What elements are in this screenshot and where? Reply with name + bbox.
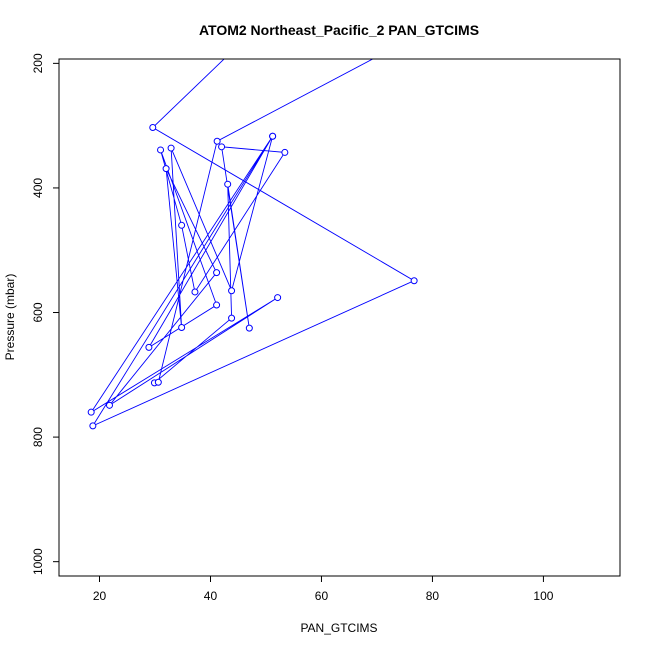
data-point <box>218 143 226 151</box>
data-point <box>87 408 95 416</box>
data-point <box>410 277 418 285</box>
data-point <box>213 269 221 277</box>
data-point <box>89 422 97 430</box>
data-point <box>274 294 282 302</box>
data-point <box>154 378 162 386</box>
plot-frame <box>58 58 621 577</box>
data-point <box>228 287 236 295</box>
data-point <box>145 343 153 351</box>
data-point <box>191 288 199 296</box>
data-point <box>178 221 186 229</box>
x-axis-label: PAN_GTCIMS <box>300 621 377 635</box>
x-tick-label: 20 <box>93 589 107 603</box>
data-point <box>167 144 175 152</box>
series-line <box>90 59 416 427</box>
y-tick-label: 800 <box>31 427 45 447</box>
data-point <box>105 401 113 409</box>
data-point <box>149 124 157 132</box>
data-point <box>178 323 186 331</box>
y-axis: 200 400 600 800 1000 <box>31 53 60 575</box>
data-point <box>213 137 221 145</box>
data-point <box>162 165 170 173</box>
x-tick-label: 60 <box>315 589 329 603</box>
data-point <box>228 314 236 322</box>
y-tick-label: 1000 <box>31 548 45 575</box>
y-tick-label: 400 <box>31 178 45 198</box>
data-point <box>269 132 277 140</box>
data-point <box>245 324 253 332</box>
data-point <box>224 180 232 188</box>
data-point <box>281 148 289 156</box>
y-axis-label: Pressure (mbar) <box>3 274 17 361</box>
x-tick-label: 100 <box>533 589 553 603</box>
x-tick-label: 80 <box>426 589 440 603</box>
series-layer <box>87 59 418 430</box>
y-tick-label: 200 <box>31 53 45 73</box>
y-tick-label: 600 <box>31 302 45 322</box>
data-point <box>157 146 165 154</box>
x-tick-label: 40 <box>204 589 218 603</box>
x-axis: 20 40 60 80 100 <box>93 575 554 603</box>
chart-title: ATOM2 Northeast_Pacific_2 PAN_GTCIMS <box>199 22 479 38</box>
data-point <box>213 301 221 309</box>
